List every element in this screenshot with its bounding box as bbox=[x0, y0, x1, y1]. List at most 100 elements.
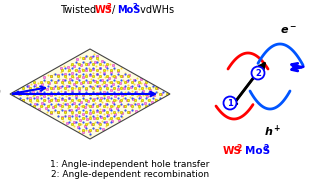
Point bbox=[91, 91, 96, 94]
Point bbox=[88, 109, 93, 112]
Point bbox=[66, 68, 71, 71]
Point bbox=[158, 92, 164, 95]
Point bbox=[102, 94, 107, 97]
Point bbox=[86, 84, 91, 88]
Circle shape bbox=[251, 67, 264, 80]
Point bbox=[91, 123, 96, 126]
Text: 2: Angle-dependent recombination: 2: Angle-dependent recombination bbox=[51, 170, 209, 179]
Point bbox=[23, 91, 28, 94]
Point bbox=[58, 67, 63, 70]
Point bbox=[77, 78, 82, 81]
Point bbox=[99, 119, 104, 122]
Point bbox=[94, 91, 99, 94]
Text: 2: 2 bbox=[107, 3, 112, 9]
Point bbox=[65, 66, 70, 69]
Point bbox=[33, 88, 38, 91]
Point bbox=[106, 118, 111, 121]
Point bbox=[24, 97, 30, 100]
Point bbox=[75, 80, 80, 83]
Point bbox=[62, 91, 67, 94]
Text: Twisted: Twisted bbox=[60, 5, 99, 15]
Point bbox=[65, 107, 70, 110]
Point bbox=[73, 121, 79, 124]
Point bbox=[80, 94, 86, 97]
Point bbox=[129, 109, 135, 112]
Point bbox=[52, 109, 58, 112]
Point bbox=[85, 81, 90, 84]
Point bbox=[24, 95, 29, 98]
Point bbox=[63, 78, 68, 81]
Point bbox=[104, 84, 109, 87]
Point bbox=[140, 91, 145, 94]
Point bbox=[94, 80, 99, 83]
Point bbox=[98, 86, 103, 89]
Point bbox=[63, 86, 68, 89]
Point bbox=[60, 84, 65, 88]
Point bbox=[112, 91, 117, 94]
Point bbox=[152, 98, 157, 101]
Point bbox=[132, 83, 137, 86]
Point bbox=[76, 70, 81, 73]
Point bbox=[115, 110, 120, 113]
Point bbox=[28, 98, 33, 101]
Point bbox=[137, 88, 142, 91]
Point bbox=[43, 80, 48, 83]
Point bbox=[94, 129, 99, 132]
Point bbox=[51, 109, 56, 112]
Point bbox=[127, 73, 132, 76]
Point bbox=[70, 94, 75, 97]
Point bbox=[105, 69, 110, 72]
Point bbox=[145, 99, 150, 102]
Point bbox=[113, 94, 118, 97]
Point bbox=[86, 103, 91, 106]
Point bbox=[73, 84, 79, 88]
Point bbox=[101, 90, 106, 93]
Point bbox=[129, 89, 135, 92]
Point bbox=[113, 76, 118, 79]
Point bbox=[155, 91, 160, 94]
Point bbox=[88, 68, 93, 71]
Point bbox=[45, 109, 51, 112]
Point bbox=[56, 115, 61, 118]
Point bbox=[98, 127, 103, 130]
Point bbox=[109, 84, 114, 88]
Point bbox=[66, 72, 71, 75]
Point bbox=[134, 76, 139, 79]
Point bbox=[115, 68, 120, 71]
Point bbox=[63, 74, 68, 77]
Point bbox=[63, 91, 68, 94]
Point bbox=[49, 91, 54, 94]
Point bbox=[78, 119, 83, 122]
Point bbox=[80, 117, 86, 120]
Point bbox=[98, 91, 103, 94]
Point bbox=[60, 105, 65, 108]
Point bbox=[94, 92, 99, 95]
Point bbox=[101, 105, 107, 108]
Point bbox=[79, 86, 84, 89]
Point bbox=[49, 86, 54, 89]
Point bbox=[122, 84, 128, 88]
Point bbox=[59, 89, 64, 92]
Point bbox=[81, 79, 87, 82]
Point bbox=[148, 92, 153, 95]
Point bbox=[77, 86, 82, 89]
Circle shape bbox=[223, 97, 236, 109]
Point bbox=[92, 98, 97, 101]
Point bbox=[60, 92, 65, 95]
Point bbox=[72, 64, 77, 67]
Point bbox=[95, 73, 100, 76]
Text: $\bfit{h}^+$: $\bfit{h}^+$ bbox=[264, 124, 282, 139]
Point bbox=[83, 87, 88, 90]
Point bbox=[90, 90, 96, 93]
Point bbox=[42, 78, 47, 81]
Point bbox=[38, 97, 43, 100]
Point bbox=[84, 103, 89, 106]
Text: $\bfit{e}^-$: $\bfit{e}^-$ bbox=[279, 24, 296, 36]
Point bbox=[35, 98, 40, 101]
Point bbox=[73, 80, 79, 83]
Point bbox=[133, 91, 138, 94]
Polygon shape bbox=[10, 49, 170, 139]
Point bbox=[102, 113, 107, 116]
Point bbox=[109, 68, 114, 71]
Point bbox=[73, 97, 79, 100]
